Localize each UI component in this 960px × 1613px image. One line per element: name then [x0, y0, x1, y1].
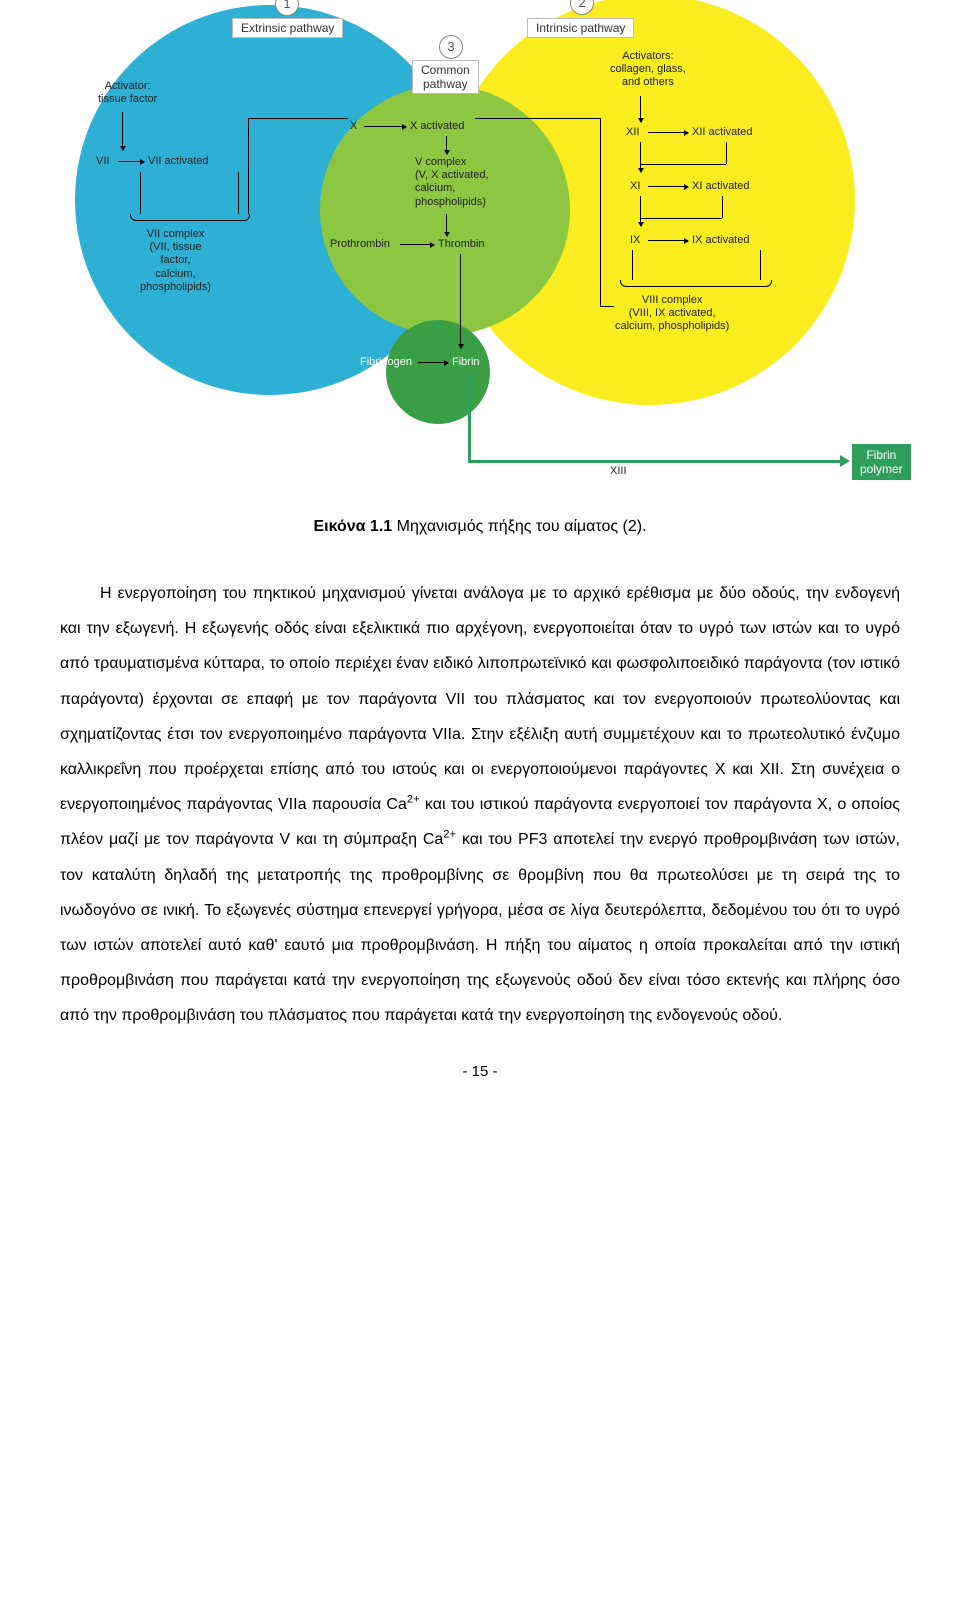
arrow-thrombin-fibrin — [460, 254, 461, 348]
vii-complex-to-x — [248, 118, 348, 119]
sup1: 2+ — [407, 794, 420, 806]
para-3: και του PF3 αποτελεί την ενεργό προθρομβ… — [60, 831, 900, 1024]
viii-to-x-h2 — [600, 306, 614, 307]
arrow-xi-act — [648, 186, 688, 187]
xii-label: XII — [626, 126, 639, 139]
coagulation-venn-diagram: 1 2 3 Extrinsic pathway Intrinsic pathwa… — [60, 0, 900, 510]
fibrin-line-down — [468, 372, 471, 460]
xii-act-label: XII activated — [692, 126, 753, 139]
vii-act-label: VII activated — [148, 155, 209, 168]
arrow-vii-act — [118, 161, 144, 162]
intrinsic-label: Intrinsic pathway — [527, 18, 634, 38]
arrow-ix-act — [648, 240, 688, 241]
caption-rest: Μηχανισμός πήξης του αίματος (2). — [392, 518, 646, 535]
arrow-xii-xi — [640, 142, 641, 172]
fibrin-label: Fibrin — [452, 356, 480, 369]
arrow-xi-ix — [640, 196, 641, 226]
viii-to-x-h — [475, 118, 600, 119]
fibrin-line-right — [468, 460, 840, 463]
figure-caption: Εικόνα 1.1 Μηχανισμός πήξης του αίματος … — [60, 518, 900, 536]
v-complex-label: V complex (V, X activated, calcium, phos… — [415, 156, 489, 209]
arrow-fibrinogen — [418, 362, 448, 363]
arrow-xii-act — [648, 132, 688, 133]
sup2: 2+ — [443, 829, 456, 841]
vii-label: VII — [96, 155, 109, 168]
arrow-x-v — [446, 136, 447, 154]
prothrombin-label: Prothrombin — [330, 238, 390, 251]
line-xi-down — [722, 196, 723, 218]
xiii-label: XIII — [610, 465, 627, 478]
extrinsic-label: Extrinsic pathway — [232, 18, 343, 38]
thrombin-label: Thrombin — [438, 238, 484, 251]
ix-act-label: IX activated — [692, 234, 749, 247]
viii-to-x-v — [600, 118, 601, 306]
x-act-label: X activated — [410, 120, 464, 133]
common-label: Common pathway — [412, 60, 479, 94]
fibrin-circle — [386, 320, 490, 424]
fibrinogen-label: Fibrinogen — [360, 356, 412, 369]
viii-complex-label: VIII complex (VIII, IX activated, calciu… — [615, 294, 729, 334]
fibrin-arrowhead — [840, 455, 850, 467]
page-number: - 15 - — [60, 1063, 900, 1080]
arrow-act-xii — [640, 96, 641, 122]
vii-brace-line-l — [140, 172, 141, 214]
vii-brace — [130, 214, 250, 221]
activators-intrinsic: Activators: collagen, glass, and others — [610, 50, 686, 90]
viii-brace — [620, 280, 772, 287]
caption-strong: Εικόνα 1.1 — [313, 518, 392, 535]
viii-brace-r — [760, 250, 761, 280]
vii-complex-up — [248, 118, 249, 214]
x-label: X — [350, 120, 357, 133]
line-xi-to-ix — [640, 218, 722, 219]
badge-3: 3 — [439, 35, 463, 59]
fibrin-polymer-box: Fibrin polymer — [852, 444, 911, 480]
arrow-prothrombin — [400, 244, 434, 245]
xi-act-label: XI activated — [692, 180, 749, 193]
body-paragraph: Η ενεργοποίηση του πηκτικού μηχανισμού γ… — [60, 576, 900, 1033]
para-1: Η ενεργοποίηση του πηκτικού μηχανισμού γ… — [60, 585, 900, 813]
xi-label: XI — [630, 180, 640, 193]
line-xii-down — [726, 142, 727, 164]
arrow-x-act — [364, 126, 406, 127]
arrow-tf-vii — [122, 112, 123, 150]
line-xii-to-xi — [640, 164, 726, 165]
vii-complex-label: VII complex (VII, tissue factor, calcium… — [140, 228, 211, 294]
ix-label: IX — [630, 234, 640, 247]
vii-brace-line-r — [238, 172, 239, 214]
viii-brace-l — [632, 250, 633, 280]
arrow-vcomplex-thrombin — [446, 214, 447, 236]
activator-extrinsic: Activator: tissue factor — [98, 80, 157, 106]
